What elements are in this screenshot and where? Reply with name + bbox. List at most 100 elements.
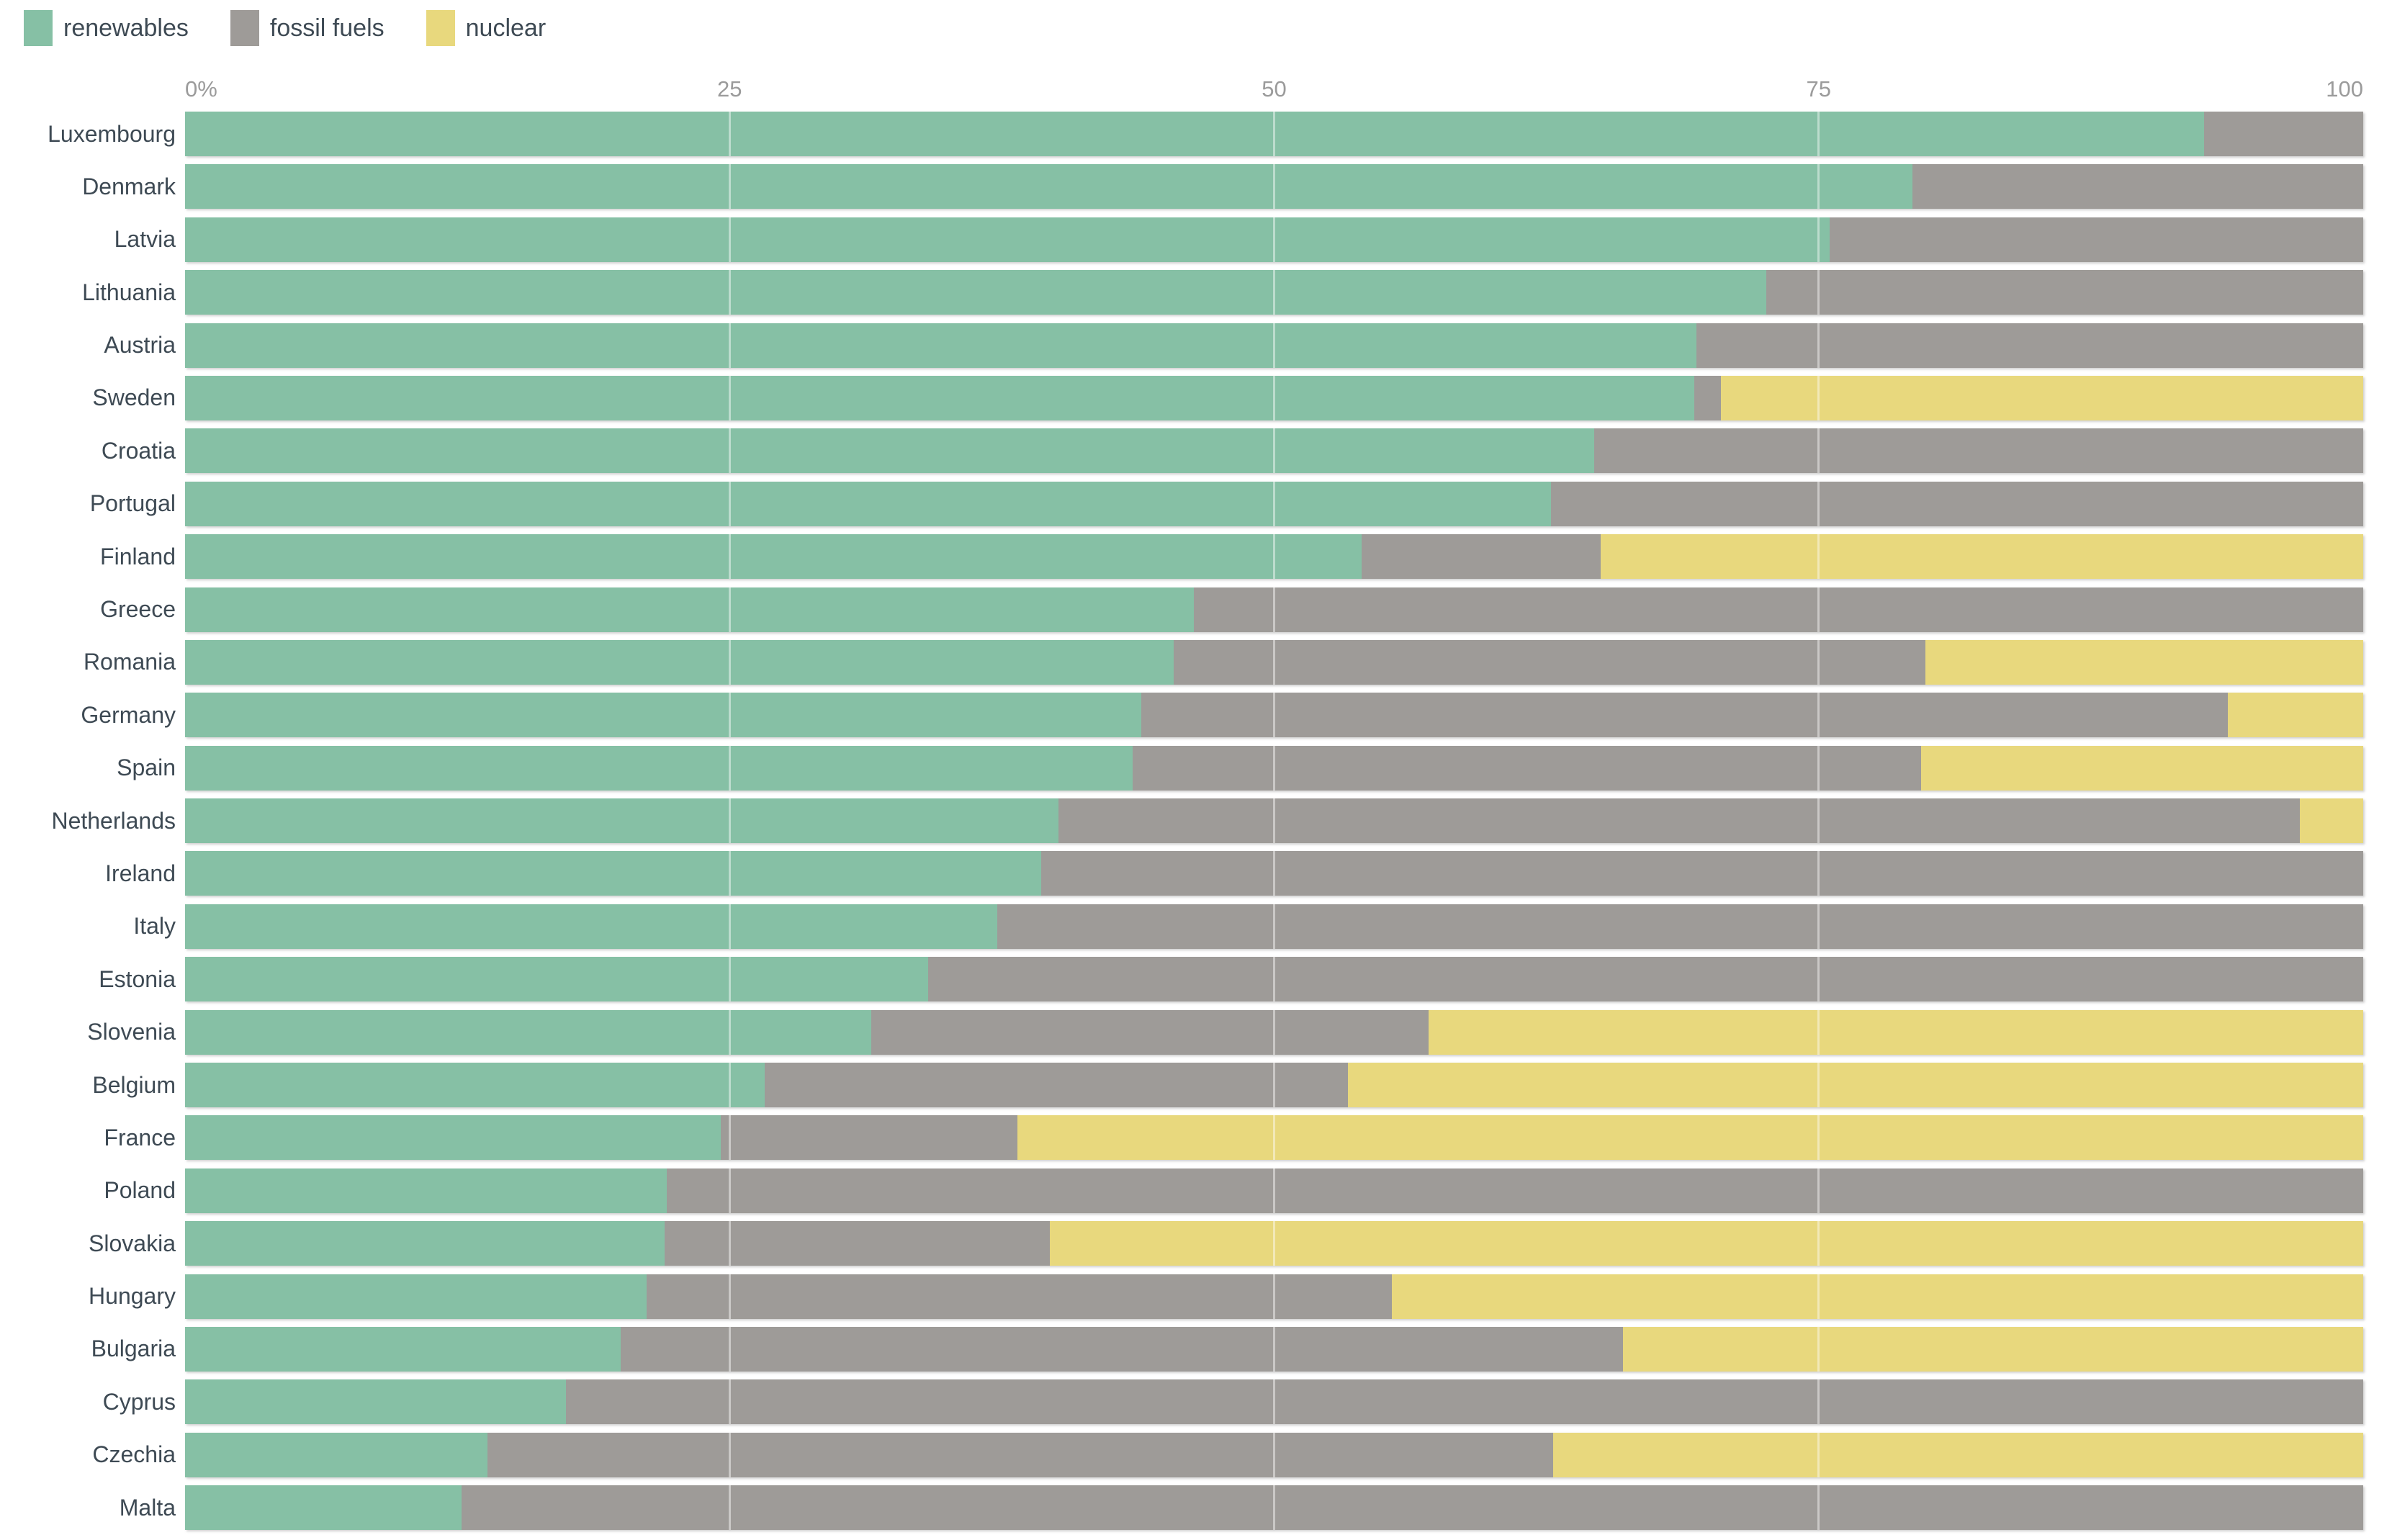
bar-segment-fossil-fuels[interactable] <box>764 1063 1349 1108</box>
bar-segment-fossil-fuels[interactable] <box>1132 745 1921 791</box>
bar-segment-renewables[interactable] <box>185 1168 667 1213</box>
bar-segment-renewables[interactable] <box>185 323 1697 368</box>
bar-segment-fossil-fuels[interactable] <box>1550 481 2363 526</box>
bar-segment-nuclear[interactable] <box>1017 1115 2363 1161</box>
bar-track <box>185 428 2363 474</box>
bar-segment-renewables[interactable] <box>185 112 2205 156</box>
bar-segment-renewables[interactable] <box>185 693 1141 738</box>
bar-segment-fossil-fuels[interactable] <box>647 1274 1392 1319</box>
table-row: Croatia <box>0 428 2392 474</box>
legend-item: fossil fuels <box>230 10 385 46</box>
bar-segment-renewables[interactable] <box>185 1115 721 1161</box>
bar-segment-renewables[interactable] <box>185 798 1059 844</box>
country-label: Netherlands <box>51 807 176 834</box>
bar-track <box>185 1115 2363 1161</box>
bar-segment-fossil-fuels[interactable] <box>1058 798 2301 844</box>
bar-segment-fossil-fuels[interactable] <box>666 1168 2363 1213</box>
bar-segment-renewables[interactable] <box>185 1485 462 1531</box>
bar-segment-fossil-fuels[interactable] <box>487 1432 1553 1477</box>
bar-segment-renewables[interactable] <box>185 428 1595 474</box>
bar-segment-fossil-fuels[interactable] <box>1141 693 2229 738</box>
bar-segment-fossil-fuels[interactable] <box>1594 428 2363 474</box>
country-label: Slovakia <box>89 1230 176 1256</box>
bar-segment-fossil-fuels[interactable] <box>1361 534 1601 580</box>
bar-segment-nuclear[interactable] <box>1622 1326 2363 1372</box>
bar-segment-renewables[interactable] <box>185 1326 621 1372</box>
bar-segment-renewables[interactable] <box>185 1274 647 1319</box>
country-label: Denmark <box>82 173 176 199</box>
bar-segment-renewables[interactable] <box>185 375 1695 420</box>
bar-segment-renewables[interactable] <box>185 1379 567 1425</box>
bar-segment-fossil-fuels[interactable] <box>1694 375 1721 420</box>
bar-segment-fossil-fuels[interactable] <box>1696 323 2363 368</box>
country-label: Czechia <box>92 1441 176 1468</box>
bar-segment-fossil-fuels[interactable] <box>664 1221 1050 1266</box>
bar-segment-fossil-fuels[interactable] <box>997 904 2363 949</box>
bar-segment-fossil-fuels[interactable] <box>1766 270 2363 315</box>
bar-segment-renewables[interactable] <box>185 904 998 949</box>
country-label: Estonia <box>99 965 176 992</box>
table-row: Italy <box>0 904 2392 949</box>
bar-segment-nuclear[interactable] <box>1049 1221 2363 1266</box>
country-label: Romania <box>83 649 176 675</box>
bar-segment-renewables[interactable] <box>185 587 1194 632</box>
country-label: Croatia <box>101 437 176 464</box>
bar-segment-renewables[interactable] <box>185 639 1174 685</box>
bar-segment-nuclear[interactable] <box>2300 798 2363 844</box>
country-label: Poland <box>104 1177 176 1204</box>
bar-segment-fossil-fuels[interactable] <box>871 1009 1429 1055</box>
bar-segment-renewables[interactable] <box>185 745 1133 791</box>
bar-segment-renewables[interactable] <box>185 534 1362 580</box>
bar-segment-nuclear[interactable] <box>1720 375 2363 420</box>
bar-segment-fossil-fuels[interactable] <box>462 1485 2363 1531</box>
table-row: Estonia <box>0 957 2392 1002</box>
bar-segment-fossil-fuels[interactable] <box>2204 112 2363 156</box>
bar-segment-renewables[interactable] <box>185 1221 665 1266</box>
country-label: Finland <box>100 543 176 569</box>
table-row: Luxembourg <box>0 112 2392 156</box>
legend-label: nuclear <box>465 14 547 42</box>
bar-segment-nuclear[interactable] <box>1348 1063 2363 1108</box>
bar-segment-fossil-fuels[interactable] <box>1174 639 1925 685</box>
bar-segment-renewables[interactable] <box>185 217 1830 262</box>
bar-segment-nuclear[interactable] <box>1552 1432 2363 1477</box>
bar-segment-nuclear[interactable] <box>1601 534 2363 580</box>
bar-segment-fossil-fuels[interactable] <box>566 1379 2363 1425</box>
country-label: Bulgaria <box>91 1336 176 1362</box>
bar-segment-renewables[interactable] <box>185 1063 765 1108</box>
country-label: Slovenia <box>87 1019 176 1045</box>
country-label: Portugal <box>89 490 176 517</box>
bar-track <box>185 1063 2363 1108</box>
bar-segment-nuclear[interactable] <box>1920 745 2363 791</box>
bar-segment-nuclear[interactable] <box>2228 693 2363 738</box>
bar-segment-fossil-fuels[interactable] <box>1912 164 2363 210</box>
axis-tick-label: 75 <box>1806 76 1831 102</box>
country-label: Belgium <box>92 1071 176 1098</box>
bar-segment-nuclear[interactable] <box>1429 1009 2363 1055</box>
bar-segment-renewables[interactable] <box>185 957 928 1002</box>
bar-segment-fossil-fuels[interactable] <box>1829 217 2363 262</box>
bar-segment-fossil-fuels[interactable] <box>1193 587 2363 632</box>
bar-track <box>185 1274 2363 1319</box>
legend: renewables fossil fuels nuclear <box>24 10 546 46</box>
bar-segment-nuclear[interactable] <box>1925 639 2363 685</box>
bar-segment-renewables[interactable] <box>185 851 1041 896</box>
bar-segment-fossil-fuels[interactable] <box>927 957 2363 1002</box>
table-row: Ireland <box>0 851 2392 896</box>
bar-segment-renewables[interactable] <box>185 1432 488 1477</box>
axis-tick-label: 25 <box>717 76 742 102</box>
bar-segment-fossil-fuels[interactable] <box>721 1115 1017 1161</box>
bar-track <box>185 481 2363 526</box>
table-row: Greece <box>0 587 2392 632</box>
bar-track <box>185 957 2363 1002</box>
bar-track <box>185 375 2363 420</box>
bar-track <box>185 639 2363 685</box>
bar-track <box>185 323 2363 368</box>
bar-segment-renewables[interactable] <box>185 270 1767 315</box>
bar-segment-nuclear[interactable] <box>1391 1274 2363 1319</box>
bar-segment-renewables[interactable] <box>185 164 1912 210</box>
bar-segment-renewables[interactable] <box>185 1009 871 1055</box>
bar-segment-fossil-fuels[interactable] <box>1040 851 2363 896</box>
bar-segment-fossil-fuels[interactable] <box>621 1326 1623 1372</box>
bar-segment-renewables[interactable] <box>185 481 1551 526</box>
